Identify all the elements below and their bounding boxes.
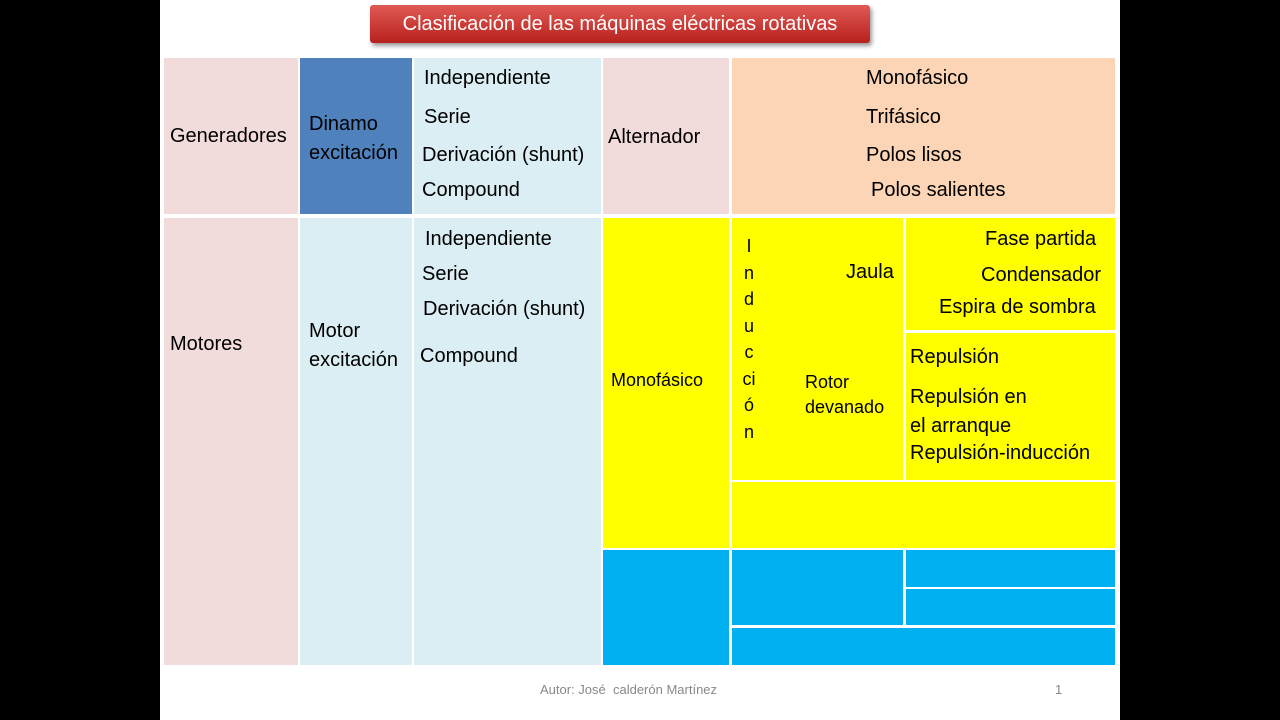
cell <box>603 550 729 665</box>
rotor-label: Rotor devanado <box>805 372 885 417</box>
slide-title: Clasificación de las máquinas eléctricas… <box>370 5 870 43</box>
row-label: Motores <box>170 333 243 355</box>
cell <box>906 333 1115 480</box>
type-item: Monofásico <box>866 67 969 89</box>
type-item: Independiente <box>425 228 552 250</box>
cell <box>603 218 729 548</box>
type-item: Fase partida <box>985 228 1097 250</box>
cell <box>906 218 1115 330</box>
cell <box>906 550 1115 587</box>
type-item: Polos lisos <box>866 144 962 166</box>
cell <box>414 58 601 214</box>
footer-author: Autor: José calderón Martínez <box>540 682 718 697</box>
machine-label: Alternador <box>608 126 701 148</box>
type-item: Serie <box>424 106 471 128</box>
machine-label: Monofásico <box>611 370 704 390</box>
type-item: Trifásico <box>866 106 941 128</box>
cell <box>732 482 1115 548</box>
cell <box>906 589 1115 625</box>
machine-label: Dinamo excitación <box>309 113 398 164</box>
cell <box>300 58 412 214</box>
cell <box>164 58 298 214</box>
type-item: Repulsión <box>910 346 999 368</box>
cell <box>414 218 601 665</box>
rotor-label: Jaula <box>846 261 894 283</box>
type-item: Serie <box>422 263 469 285</box>
type-item: Independiente <box>424 67 551 89</box>
row-label: Generadores <box>170 125 287 147</box>
type-item: Compound <box>420 345 518 367</box>
type-item: Polos salientes <box>871 179 1006 201</box>
type-item: Repulsión-inducción <box>910 442 1091 464</box>
type-item: Espira de sombra <box>939 296 1096 318</box>
cell <box>164 218 298 665</box>
cell <box>603 58 729 214</box>
cell <box>732 58 1115 214</box>
cell <box>732 550 903 625</box>
vertical-label: Inducción <box>742 236 756 442</box>
page-number: 1 <box>1055 682 1063 697</box>
cell <box>732 218 903 480</box>
type-item: Condensador <box>981 264 1102 286</box>
machine-label: Motor excitación <box>309 320 398 371</box>
cell <box>732 628 1115 665</box>
type-item: Derivación (shunt) <box>422 144 585 166</box>
type-item: Repulsión en el arranque <box>910 386 1027 437</box>
type-item: Derivación (shunt) <box>423 298 586 320</box>
cell <box>300 218 412 665</box>
type-item: Compound <box>422 179 520 201</box>
